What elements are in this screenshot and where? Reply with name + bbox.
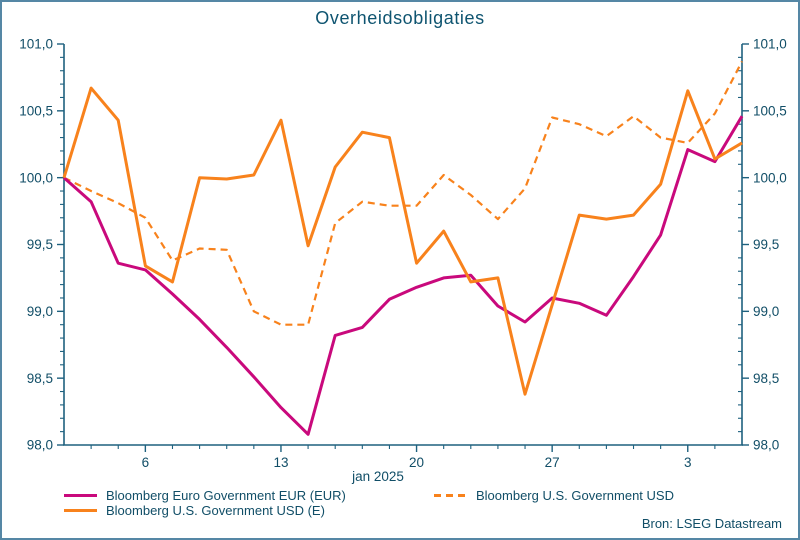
series-lines <box>62 60 744 436</box>
y-tick-label-left: 100,0 <box>19 170 53 185</box>
y-tick-label-left: 98,0 <box>27 438 53 453</box>
y-tick-label-right: 101,0 <box>753 37 787 52</box>
y-tick-label-right: 100,5 <box>753 104 787 119</box>
axes <box>63 44 743 446</box>
legend-label: Bloomberg Euro Government EUR (EUR) <box>106 488 346 503</box>
y-axis-ticks: 98,0 98,0 98,5 98,5 99,0 99,0 99,5 99,5 100,0 100… <box>19 37 787 453</box>
legend-line-swatch-orange-dashed <box>434 494 467 497</box>
legend-label: Bloomberg U.S. Government USD (E) <box>106 503 325 518</box>
y-tick-label-left: 98,5 <box>27 371 53 386</box>
legend-item-us-government-usd: Bloomberg U.S. Government USD <box>434 488 674 503</box>
x-tick-label: 27 <box>545 455 560 470</box>
y-tick-label-right: 98,0 <box>753 438 779 453</box>
series-line-0 <box>63 115 744 436</box>
y-tick-label-right: 100,0 <box>753 170 787 185</box>
x-tick-label: 13 <box>273 455 288 470</box>
x-axis-label: jan 2025 <box>351 469 404 484</box>
chart-title: Overheidsobligaties <box>315 8 485 28</box>
legend-item-euro-government: Bloomberg Euro Government EUR (EUR) <box>64 488 346 503</box>
series-line-1 <box>62 86 743 396</box>
x-tick-label: 20 <box>409 455 424 470</box>
x-tick-label: 6 <box>142 455 150 470</box>
y-tick-label-left: 99,0 <box>27 304 53 319</box>
y-tick-label-right: 99,5 <box>753 237 779 252</box>
legend-item-us-government-hedged: Bloomberg U.S. Government USD (E) <box>64 503 325 518</box>
legend-line-swatch-magenta <box>64 494 97 497</box>
y-tick-label-left: 99,5 <box>27 237 53 252</box>
source-credit: Bron: LSEG Datastream <box>641 516 782 531</box>
series-line-2 <box>63 60 743 326</box>
x-axis-ticks: 6 13 20 27 3 jan 2025 <box>90 445 716 484</box>
y-tick-label-right: 99,0 <box>753 304 779 319</box>
y-tick-label-right: 98,5 <box>753 371 779 386</box>
y-tick-label-left: 101,0 <box>19 37 53 52</box>
legend-label: Bloomberg U.S. Government USD <box>476 488 674 503</box>
legend-line-swatch-orange <box>64 509 97 512</box>
y-tick-label-left: 100,5 <box>19 104 53 119</box>
x-tick-label: 3 <box>684 455 692 470</box>
